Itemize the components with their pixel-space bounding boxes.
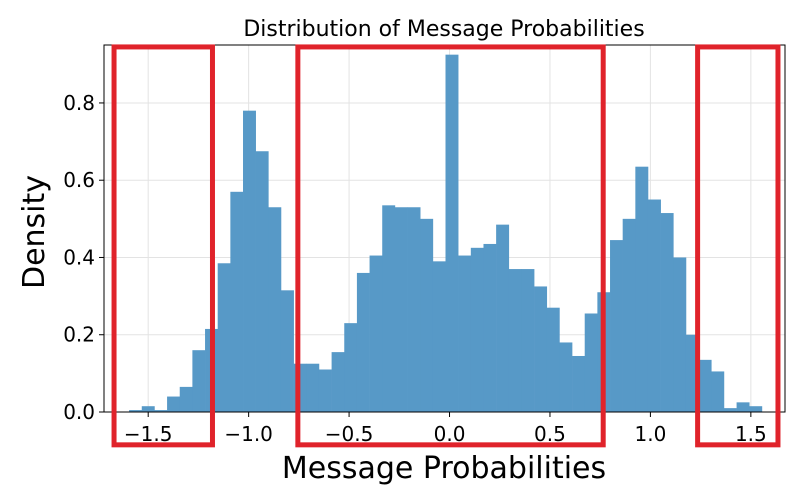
histogram-bar [369, 255, 383, 412]
x-tick-label: 1.0 [635, 422, 667, 446]
histogram-bar [660, 213, 674, 412]
y-tick-label: 0.4 [63, 245, 95, 269]
histogram-bar [723, 408, 737, 412]
histogram-bar [268, 207, 282, 412]
histogram-bar [280, 290, 294, 412]
histogram-bar [432, 261, 446, 412]
histogram-bar [749, 406, 763, 412]
histogram-bar [356, 272, 370, 412]
histogram-bar [534, 286, 548, 412]
histogram-bar [496, 224, 510, 412]
histogram-bar [230, 191, 244, 412]
histogram-bar [318, 369, 332, 412]
chart-title: Distribution of Message Probabilities [243, 17, 644, 42]
histogram-bar [572, 355, 586, 412]
histogram-bar [736, 402, 750, 412]
histogram-bar [306, 363, 320, 412]
histogram-bar [344, 323, 358, 412]
histogram-bar [407, 207, 421, 412]
histogram-bar [610, 240, 623, 412]
histogram-bar [167, 396, 181, 412]
histogram-bar [458, 255, 472, 412]
histogram-bar [129, 410, 143, 412]
histogram-bar [192, 350, 206, 412]
histogram-bar [711, 371, 725, 412]
y-tick-label: 0.6 [63, 168, 95, 192]
highlight-box-2 [295, 44, 606, 448]
histogram-bar [508, 269, 522, 412]
histogram-bar [217, 263, 231, 412]
histogram-bar [622, 218, 636, 412]
histogram-bar [635, 166, 649, 412]
histogram-bar [521, 269, 535, 412]
x-tick-label: −0.5 [325, 422, 374, 446]
x-axis-label: Message Probabilities [282, 451, 606, 486]
histogram-bar [331, 352, 345, 412]
highlight-box-3 [695, 44, 781, 448]
histogram-bar [584, 313, 598, 412]
x-tick-label: −1.0 [224, 422, 273, 446]
histogram-bar [255, 151, 269, 412]
histogram-bar [559, 342, 573, 412]
histogram-bar [445, 54, 459, 412]
y-tick-label: 0.0 [63, 400, 95, 424]
histogram-bar [483, 243, 497, 412]
x-tick-label: −1.5 [124, 422, 173, 446]
highlight-boxes [111, 44, 781, 448]
histogram-bars [129, 54, 763, 413]
histogram-bar [673, 257, 687, 412]
axis-ticks: −1.5 −1.0 −0.5 0.0 0.5 1.0 1.5 0.0 0.2 0.4 0.6 0.8 [63, 91, 767, 446]
histogram-bar [394, 207, 408, 412]
histogram-bar [546, 307, 560, 412]
histogram-bar [243, 110, 256, 413]
y-tick-label: 0.8 [63, 91, 95, 115]
histogram-bar [698, 359, 712, 412]
histogram-bar [470, 247, 484, 412]
histogram-bar [382, 205, 396, 412]
histogram-bar [647, 199, 661, 412]
highlight-box-1 [111, 44, 215, 448]
y-axis-label: Density [17, 175, 52, 289]
histogram-bar [179, 386, 193, 412]
histogram-bar [154, 410, 168, 412]
x-tick-label: 0.5 [534, 422, 566, 446]
histogram-bar [420, 218, 434, 412]
x-tick-label: 1.5 [735, 422, 767, 446]
x-tick-label: 0.0 [434, 422, 466, 446]
y-tick-label: 0.2 [63, 323, 95, 347]
histogram-bar [141, 406, 155, 412]
